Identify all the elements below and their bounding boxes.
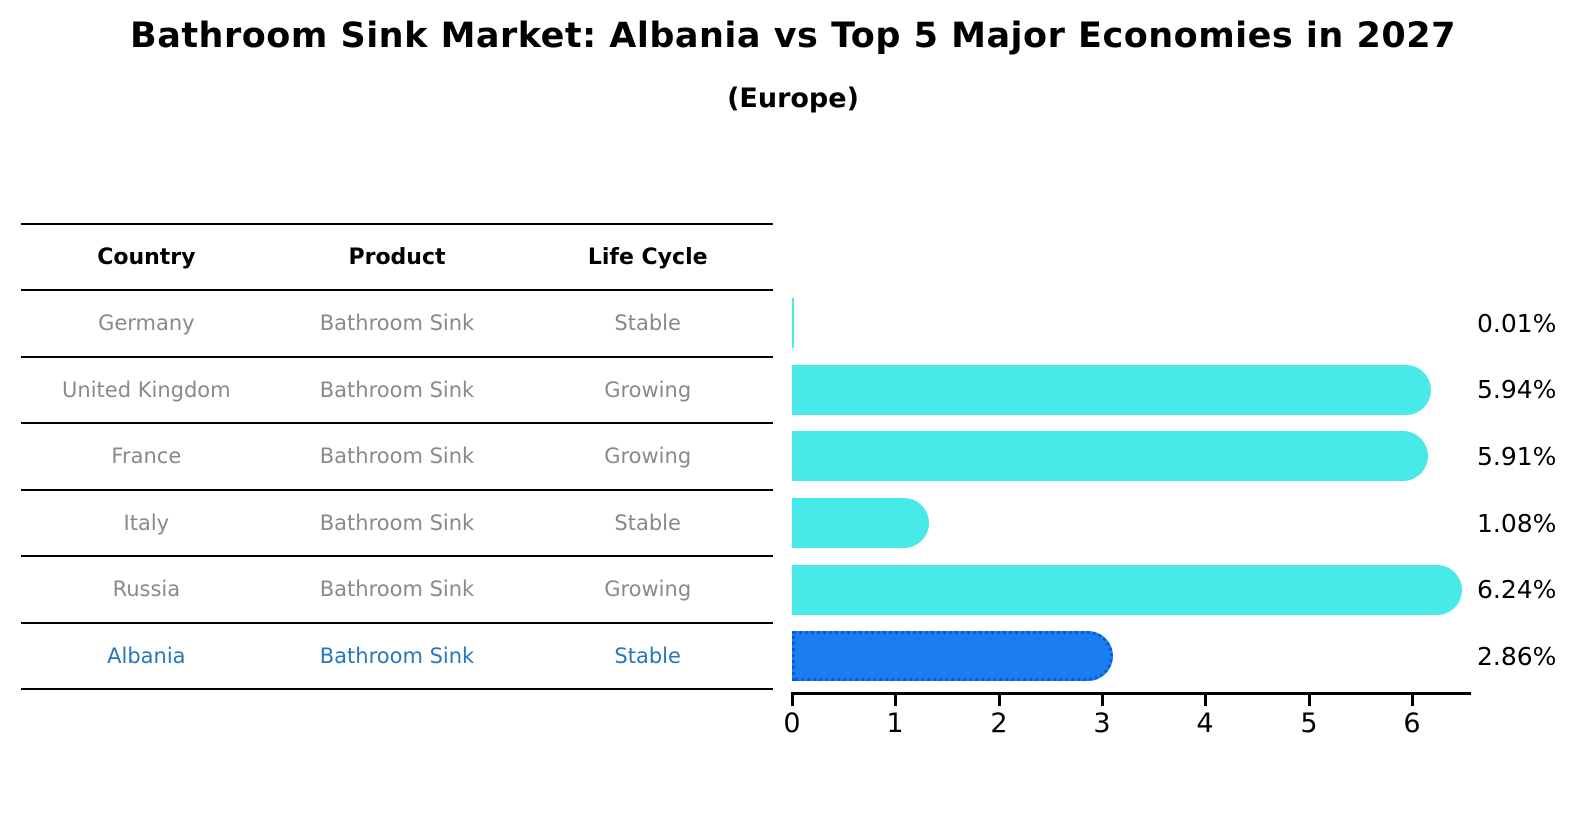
- table-header-country: Country: [97, 244, 196, 270]
- value-label-row: 1.08%: [1477, 490, 1582, 557]
- value-label-united-kingdom: 5.94%: [1477, 375, 1557, 405]
- bar-row-germany: [792, 290, 1470, 357]
- table-cell-country: France: [111, 444, 182, 469]
- table-row-germany: Germany Bathroom Sink Stable: [21, 291, 773, 358]
- chart-title: Bathroom Sink Market: Albania vs Top 5 M…: [130, 16, 1456, 56]
- table-header-life-cycle: Life Cycle: [587, 244, 708, 270]
- bar-germany: [792, 298, 794, 348]
- bar-italy: [792, 497, 929, 548]
- table-cell-life-cycle: Stable: [614, 510, 681, 535]
- bar-united-kingdom: [792, 364, 1431, 415]
- value-label-row: 5.94%: [1477, 357, 1582, 424]
- bar-row-russia: [792, 557, 1470, 624]
- table-cell-product: Bathroom Sink: [319, 444, 475, 469]
- chart-subtitle: (Europe): [727, 83, 859, 114]
- x-axis-tick-label: 6: [1403, 708, 1421, 739]
- table-cell-product: Bathroom Sink: [319, 643, 475, 668]
- value-label-albania: 2.86%: [1477, 642, 1557, 672]
- table-row-russia: Russia Bathroom Sink Growing: [21, 557, 773, 624]
- value-label-row: 5.91%: [1477, 423, 1582, 490]
- x-axis-tick: [1308, 695, 1311, 706]
- bar-row-united-kingdom: [792, 357, 1470, 424]
- x-axis-tick-label: 2: [990, 708, 1008, 739]
- bar-row-albania: [792, 623, 1470, 690]
- table-cell-country: United Kingdom: [62, 377, 231, 402]
- table-cell-product: Bathroom Sink: [319, 510, 475, 535]
- bar-row-france: [792, 423, 1470, 490]
- x-axis-line: [791, 692, 1471, 695]
- value-label-row: 2.86%: [1477, 623, 1582, 690]
- bar-albania: [792, 631, 1113, 682]
- table-cell-life-cycle: Growing: [604, 377, 692, 402]
- table-cell-product: Bathroom Sink: [319, 311, 475, 336]
- table-cell-country: Italy: [123, 510, 170, 535]
- value-label-column: 0.01% 5.94% 5.91% 1.08% 6.24% 2.86%: [1477, 290, 1582, 690]
- table-cell-life-cycle: Stable: [614, 643, 681, 668]
- table-row-united-kingdom: United Kingdom Bathroom Sink Growing: [21, 358, 773, 424]
- value-label-france: 5.91%: [1477, 442, 1557, 472]
- table-cell-country: Germany: [98, 311, 195, 336]
- x-axis-tick: [791, 695, 794, 706]
- bar-plot-area: [792, 290, 1470, 690]
- value-label-germany: 0.01%: [1477, 308, 1557, 338]
- x-axis-tick: [1204, 695, 1207, 706]
- table-cell-life-cycle: Growing: [604, 577, 692, 602]
- bar-france: [792, 431, 1428, 482]
- value-label-italy: 1.08%: [1477, 508, 1557, 538]
- x-axis-tick: [894, 695, 897, 706]
- table-header-product: Product: [348, 244, 446, 270]
- x-axis-tick-label: 5: [1300, 708, 1318, 739]
- bar-row-italy: [792, 490, 1470, 557]
- table-cell-country: Russia: [112, 577, 181, 602]
- x-axis-tick: [998, 695, 1001, 706]
- country-table: Country Product Life Cycle Germany Bathr…: [21, 223, 773, 690]
- x-axis-tick-label: 1: [886, 708, 904, 739]
- table-cell-life-cycle: Growing: [604, 444, 692, 469]
- table-header-row: Country Product Life Cycle: [21, 223, 773, 291]
- x-axis-tick-label: 0: [783, 708, 801, 739]
- x-axis-tick-label: 4: [1196, 708, 1214, 739]
- table-cell-life-cycle: Stable: [614, 311, 681, 336]
- value-label-russia: 6.24%: [1477, 575, 1557, 605]
- value-label-row: 0.01%: [1477, 290, 1582, 357]
- table-row-france: France Bathroom Sink Growing: [21, 424, 773, 491]
- x-axis-tick: [1101, 695, 1104, 706]
- table-row-albania: Albania Bathroom Sink Stable: [21, 624, 773, 690]
- bar-russia: [792, 564, 1462, 615]
- x-axis-tick: [1411, 695, 1414, 706]
- table-cell-product: Bathroom Sink: [319, 377, 475, 402]
- table-cell-country: Albania: [107, 643, 186, 668]
- table-cell-product: Bathroom Sink: [319, 577, 475, 602]
- table-row-italy: Italy Bathroom Sink Stable: [21, 491, 773, 557]
- x-axis-tick-label: 3: [1093, 708, 1111, 739]
- value-label-row: 6.24%: [1477, 557, 1582, 624]
